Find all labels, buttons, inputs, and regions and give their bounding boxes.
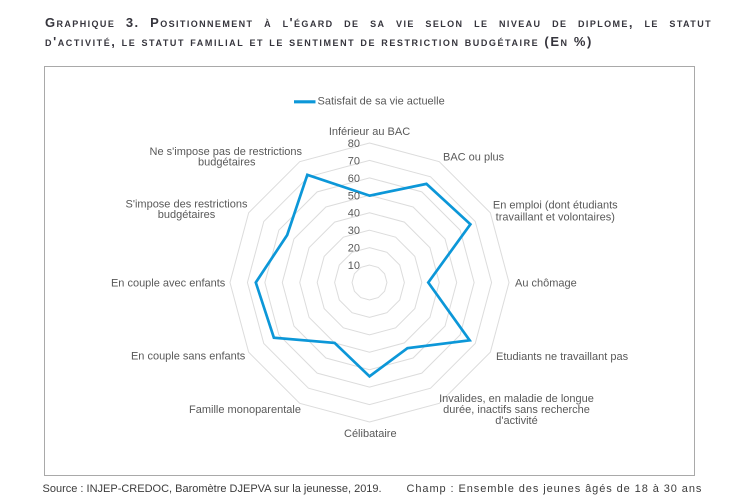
svg-text:Satisfait de sa vie actuelle: Satisfait de sa vie actuelle xyxy=(318,96,445,108)
svg-text:70: 70 xyxy=(348,155,360,167)
svg-text:durée, inactifs sans recherche: durée, inactifs sans recherche xyxy=(443,404,590,416)
svg-text:Inférieur au BAC: Inférieur au BAC xyxy=(329,126,410,138)
svg-text:Invalides, en maladie de longu: Invalides, en maladie de longue xyxy=(439,393,594,405)
svg-text:50: 50 xyxy=(348,190,360,202)
svg-text:En couple avec enfants: En couple avec enfants xyxy=(111,277,226,289)
svg-text:Etudiants ne travaillant pas: Etudiants ne travaillant pas xyxy=(496,351,629,363)
svg-text:budgétaires: budgétaires xyxy=(158,209,216,221)
svg-text:budgétaires: budgétaires xyxy=(198,157,256,169)
svg-text:Famille monoparentale: Famille monoparentale xyxy=(189,404,301,416)
svg-text:d'activité: d'activité xyxy=(495,415,537,427)
svg-text:40: 40 xyxy=(348,208,360,220)
svg-text:BAC ou plus: BAC ou plus xyxy=(443,152,505,164)
svg-text:10: 10 xyxy=(348,260,360,272)
svg-text:Au chômage: Au chômage xyxy=(515,278,577,290)
svg-text:S'impose des restrictions: S'impose des restrictions xyxy=(126,199,248,211)
svg-text:Ne s'impose pas de restriction: Ne s'impose pas de restrictions xyxy=(150,146,303,158)
svg-text:80: 80 xyxy=(348,138,360,150)
svg-text:En emploi (dont étudiants: En emploi (dont étudiants xyxy=(493,200,618,212)
svg-text:30: 30 xyxy=(348,225,360,237)
svg-text:travaillant et volontaires): travaillant et volontaires) xyxy=(496,212,615,224)
svg-text:En couple sans enfants: En couple sans enfants xyxy=(131,351,246,363)
svg-text:60: 60 xyxy=(348,173,360,185)
svg-text:Célibataire: Célibataire xyxy=(344,428,397,440)
svg-text:20: 20 xyxy=(348,243,360,255)
